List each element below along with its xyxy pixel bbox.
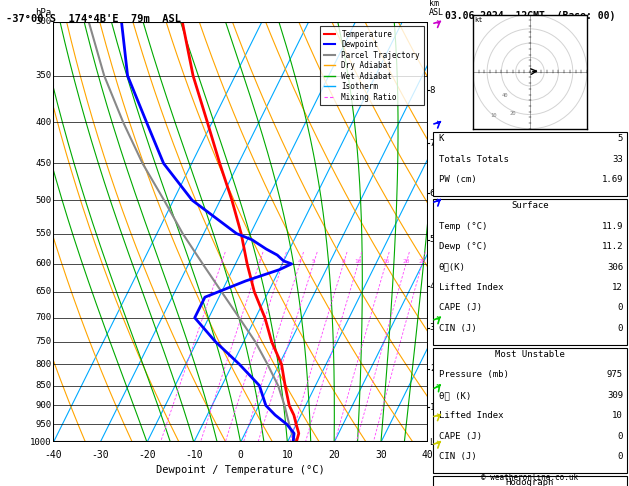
Text: 2: 2 bbox=[257, 259, 261, 264]
Text: CIN (J): CIN (J) bbox=[439, 324, 476, 333]
Text: 1: 1 bbox=[430, 403, 435, 412]
Text: Dewpoint / Temperature (°C): Dewpoint / Temperature (°C) bbox=[156, 466, 325, 475]
Text: 10: 10 bbox=[282, 450, 293, 460]
Text: PW (cm): PW (cm) bbox=[439, 175, 476, 184]
Text: 0: 0 bbox=[238, 450, 243, 460]
Text: LCL: LCL bbox=[429, 438, 444, 447]
Text: 300: 300 bbox=[35, 17, 52, 26]
Text: 11.2: 11.2 bbox=[601, 242, 623, 251]
Text: 8: 8 bbox=[342, 259, 345, 264]
Text: 5: 5 bbox=[618, 134, 623, 143]
Text: 4: 4 bbox=[430, 282, 435, 291]
Text: 20: 20 bbox=[328, 450, 340, 460]
Text: 0: 0 bbox=[618, 432, 623, 441]
Text: 0: 0 bbox=[618, 324, 623, 333]
Text: -37°00'S  174°4B'E  79m  ASL: -37°00'S 174°4B'E 79m ASL bbox=[6, 14, 181, 24]
Text: θᴄ(K): θᴄ(K) bbox=[439, 262, 465, 272]
Text: CIN (J): CIN (J) bbox=[439, 452, 476, 461]
Text: -40: -40 bbox=[45, 450, 62, 460]
Text: 12: 12 bbox=[612, 283, 623, 292]
Text: 1: 1 bbox=[220, 259, 223, 264]
Text: 30: 30 bbox=[375, 450, 387, 460]
Text: 550: 550 bbox=[35, 229, 52, 238]
Text: 975: 975 bbox=[607, 370, 623, 380]
Text: θᴄ (K): θᴄ (K) bbox=[439, 391, 471, 400]
Text: 3: 3 bbox=[281, 259, 284, 264]
Text: 650: 650 bbox=[35, 287, 52, 296]
Text: 25: 25 bbox=[418, 259, 426, 264]
Text: 11.9: 11.9 bbox=[601, 222, 623, 231]
Text: 40: 40 bbox=[422, 450, 433, 460]
Text: 0: 0 bbox=[618, 303, 623, 312]
Text: 450: 450 bbox=[35, 159, 52, 168]
Text: 15: 15 bbox=[382, 259, 389, 264]
Text: hPa: hPa bbox=[35, 8, 52, 17]
Text: 600: 600 bbox=[35, 260, 52, 268]
Legend: Temperature, Dewpoint, Parcel Trajectory, Dry Adiabat, Wet Adiabat, Isotherm, Mi: Temperature, Dewpoint, Parcel Trajectory… bbox=[320, 26, 424, 105]
Bar bbox=[433, 348, 627, 473]
Text: 10: 10 bbox=[612, 411, 623, 420]
Text: 20: 20 bbox=[402, 259, 409, 264]
Text: -30: -30 bbox=[91, 450, 109, 460]
Text: Most Unstable: Most Unstable bbox=[495, 350, 565, 359]
Text: 4: 4 bbox=[298, 259, 301, 264]
Bar bbox=[433, 132, 627, 196]
Text: 309: 309 bbox=[607, 391, 623, 400]
Text: 03.06.2024  12GMT  (Base: 00): 03.06.2024 12GMT (Base: 00) bbox=[445, 11, 615, 21]
Text: Temp (°C): Temp (°C) bbox=[439, 222, 487, 231]
Text: Totals Totals: Totals Totals bbox=[439, 155, 509, 164]
Bar bbox=[433, 476, 627, 486]
Text: 850: 850 bbox=[35, 381, 52, 390]
Text: 400: 400 bbox=[35, 118, 52, 127]
Text: 3: 3 bbox=[430, 323, 435, 332]
Text: K: K bbox=[439, 134, 444, 143]
Text: CAPE (J): CAPE (J) bbox=[439, 432, 482, 441]
Text: CAPE (J): CAPE (J) bbox=[439, 303, 482, 312]
Text: 10: 10 bbox=[354, 259, 362, 264]
Text: Mixing Ratio (g/kg): Mixing Ratio (g/kg) bbox=[437, 209, 445, 295]
Text: © weatheronline.co.uk: © weatheronline.co.uk bbox=[481, 473, 579, 482]
Text: -20: -20 bbox=[138, 450, 156, 460]
Text: 6: 6 bbox=[430, 189, 435, 198]
Text: 1000: 1000 bbox=[30, 438, 52, 447]
Text: 7: 7 bbox=[430, 139, 435, 148]
Text: 0: 0 bbox=[618, 452, 623, 461]
Text: Surface: Surface bbox=[511, 201, 548, 210]
Text: 700: 700 bbox=[35, 313, 52, 322]
Text: 5: 5 bbox=[311, 259, 315, 264]
Text: km
ASL: km ASL bbox=[429, 0, 444, 17]
Text: 500: 500 bbox=[35, 196, 52, 205]
Text: 800: 800 bbox=[35, 360, 52, 369]
Text: -10: -10 bbox=[185, 450, 203, 460]
Text: 750: 750 bbox=[35, 337, 52, 347]
Text: 5: 5 bbox=[430, 235, 435, 244]
Text: 900: 900 bbox=[35, 401, 52, 410]
Text: Pressure (mb): Pressure (mb) bbox=[439, 370, 509, 380]
Text: Lifted Index: Lifted Index bbox=[439, 411, 503, 420]
Text: 306: 306 bbox=[607, 262, 623, 272]
Text: 950: 950 bbox=[35, 420, 52, 429]
Text: 350: 350 bbox=[35, 71, 52, 80]
Text: Hodograph: Hodograph bbox=[506, 478, 554, 486]
Text: 1.69: 1.69 bbox=[601, 175, 623, 184]
Bar bbox=[433, 199, 627, 345]
Text: 8: 8 bbox=[430, 86, 435, 95]
Text: Lifted Index: Lifted Index bbox=[439, 283, 503, 292]
Text: 33: 33 bbox=[612, 155, 623, 164]
Text: Dewp (°C): Dewp (°C) bbox=[439, 242, 487, 251]
Text: 2: 2 bbox=[430, 364, 435, 373]
